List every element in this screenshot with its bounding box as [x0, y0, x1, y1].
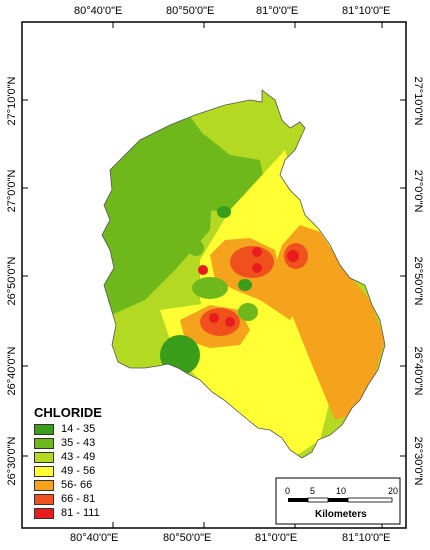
- top-lon-label-1: 80°40'0"E: [74, 5, 123, 17]
- zone-35-43-patch-b: [238, 303, 258, 321]
- zone-81-111-d: [209, 313, 219, 323]
- top-lon-label-3: 81°0'0"E: [256, 5, 299, 17]
- bottom-lon-label-3: 81°0'0"E: [255, 532, 298, 544]
- legend-swatch: [34, 424, 54, 435]
- bottom-lon-label-4: 81°10'0"E: [342, 532, 391, 544]
- legend-label: 49 - 56: [61, 465, 96, 477]
- scale-tick-5: 5: [310, 486, 316, 496]
- district-boundary: [101, 89, 386, 459]
- legend-swatch: [34, 452, 54, 463]
- legend-label: 43 - 49: [61, 451, 96, 463]
- scale-tick-0: 0: [285, 486, 291, 496]
- legend-label: 56- 66: [61, 479, 93, 491]
- zone-14-35-central: [238, 279, 252, 291]
- scale-tick-20: 20: [388, 486, 399, 496]
- legend-title: CHLORIDE: [34, 405, 102, 420]
- zone-81-111-f: [198, 265, 208, 275]
- scale-tick-10: 10: [336, 486, 347, 496]
- legend-swatch: [34, 438, 54, 449]
- zone-81-111-c: [287, 250, 299, 262]
- bottom-lon-label-1: 80°40'0"E: [70, 532, 119, 544]
- legend-swatch: [34, 480, 54, 491]
- zone-14-35-north: [217, 206, 231, 218]
- zone-35-43-west: [102, 110, 215, 320]
- legend-swatch: [34, 466, 54, 477]
- zone-81-111-a: [252, 247, 262, 257]
- zone-35-43-patch-a: [192, 277, 228, 299]
- bottom-lon-label-2: 80°50'0"E: [163, 532, 212, 544]
- zone-35-43-patch-c: [188, 240, 204, 256]
- top-lon-label-2: 80°50'0"E: [166, 5, 215, 17]
- legend-label: 14 - 35: [61, 423, 96, 435]
- legend-label: 66 - 81: [61, 493, 96, 505]
- zone-56-66-east: [270, 225, 385, 420]
- zone-66-81-core: [230, 246, 274, 278]
- legend-label: 35 - 43: [61, 437, 96, 449]
- legend-swatch: [34, 494, 54, 505]
- map-frame: [21, 21, 407, 529]
- scale-unit-label: Kilometers: [315, 509, 367, 520]
- legend-swatch: [34, 508, 54, 519]
- zone-81-111-b: [252, 263, 262, 273]
- legend-label: 81 - 111: [61, 507, 100, 519]
- zone-81-111-e: [225, 317, 235, 327]
- top-lon-label-4: 81°10'0"E: [342, 5, 391, 17]
- scale-bar: [288, 497, 393, 503]
